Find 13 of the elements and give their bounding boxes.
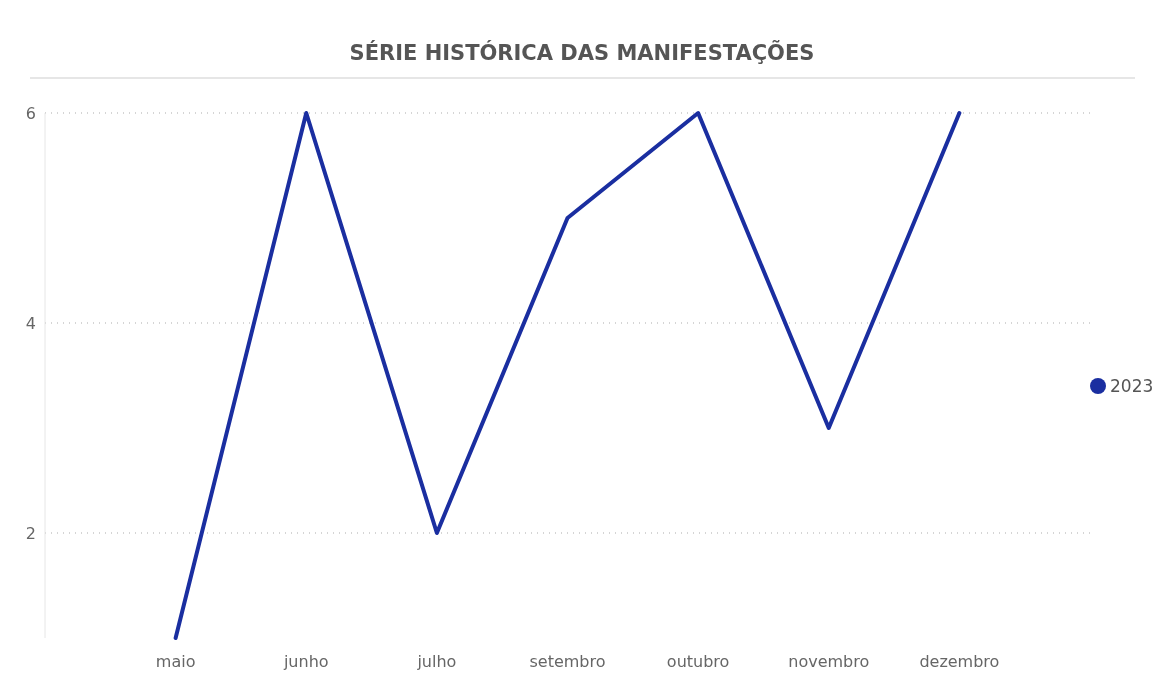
legend-label: 2023 (1110, 376, 1154, 396)
y-tick-label: 2 (25, 524, 36, 543)
x-tick-label: dezembro (919, 652, 1000, 671)
x-tick-label: novembro (788, 652, 870, 671)
chart-title: SÉRIE HISTÓRICA DAS MANIFESTAÇÕES (349, 40, 815, 65)
x-tick-label: setembro (529, 652, 606, 671)
line-series (173, 111, 962, 640)
y-tick-label: 6 (25, 104, 36, 123)
x-tick-label: outubro (666, 652, 730, 671)
x-tick-label: junho (282, 652, 329, 671)
y-tick-label: 4 (25, 314, 36, 333)
x-tick-label: julho (416, 652, 457, 671)
x-tick-label: maio (155, 652, 196, 671)
